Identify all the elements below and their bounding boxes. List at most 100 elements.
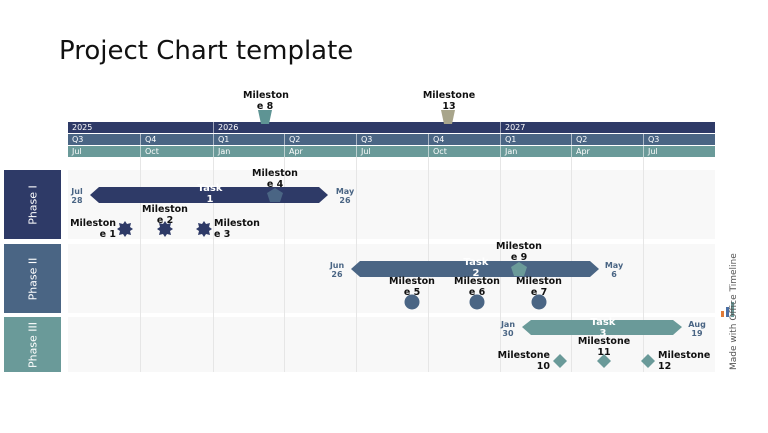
label-line: e 2 xyxy=(156,215,174,226)
gridline xyxy=(571,157,572,372)
label-line: Mileston xyxy=(70,218,116,229)
quarter-label: Q3 xyxy=(72,135,84,144)
date-day: 6 xyxy=(611,270,617,279)
label-line: Mileston xyxy=(496,241,542,252)
task-3-label: Task 3 xyxy=(585,317,621,339)
quarter-label: Q2 xyxy=(284,134,300,145)
gridline xyxy=(500,157,501,372)
date-month: Jun xyxy=(329,261,345,270)
task-2-start-date: Jun 26 xyxy=(327,261,347,279)
date-day: 26 xyxy=(331,270,343,279)
milestone-5-label: Mileston e 5 xyxy=(387,276,437,298)
label-line: 10 xyxy=(536,361,550,372)
label-line: 1 xyxy=(206,194,214,205)
label-line: Milestone xyxy=(422,90,476,101)
label-line: e 8 xyxy=(256,101,274,112)
label-line: 13 xyxy=(442,101,456,112)
label-line: Mileston xyxy=(454,276,500,287)
made-with-watermark: Made with Office Timeline xyxy=(729,253,739,370)
month-label: Apr xyxy=(284,146,303,157)
label-line: Mileston xyxy=(142,204,188,215)
quarter-label: Q3 xyxy=(643,134,659,145)
milestone-7-label: Mileston e 7 xyxy=(514,276,564,298)
month-label: Jul xyxy=(356,146,371,157)
gridline xyxy=(213,157,214,372)
month-label: Jul xyxy=(643,146,658,157)
label-line: Mileston xyxy=(243,90,289,101)
label-line: e 7 xyxy=(530,287,548,298)
milestone-10-label: Milestone 10 xyxy=(492,350,550,372)
gridline xyxy=(284,157,285,372)
milestone-6-label: Mileston e 6 xyxy=(452,276,502,298)
label-line: Mileston xyxy=(214,218,260,229)
label-line: e 3 xyxy=(214,229,231,240)
milestone-9-label: Mileston e 9 xyxy=(494,241,544,263)
month-label: Jan xyxy=(500,146,517,157)
month-label: Jan xyxy=(213,146,230,157)
label-line: e 4 xyxy=(266,179,284,190)
lane-phase-1 xyxy=(68,170,715,239)
page-title: Project Chart template xyxy=(59,36,354,66)
label-line: Task xyxy=(463,257,489,268)
date-month: Aug xyxy=(688,320,706,329)
month-label: Jul xyxy=(72,147,82,156)
label-line: 3 xyxy=(599,328,607,339)
label-line: e 1 xyxy=(99,229,116,240)
milestone-11-label: Milestone 11 xyxy=(574,336,634,358)
timescale-quarters: Q3 Q4 Q1 Q2 Q3 Q4 Q1 Q2 Q3 xyxy=(68,134,715,145)
label-line: Task xyxy=(197,183,223,194)
date-month: May xyxy=(604,261,624,270)
logo-icon xyxy=(721,311,724,317)
label-line: e 5 xyxy=(403,287,421,298)
gridline xyxy=(643,157,644,372)
phase-block-2: Phase II xyxy=(4,244,61,313)
label-line: 12 xyxy=(658,361,672,372)
label-line: Mileston xyxy=(516,276,562,287)
task-3-end-date: Aug 19 xyxy=(686,320,708,338)
label-line: Milestone xyxy=(658,350,711,361)
task-3-start-date: Jan 30 xyxy=(498,320,518,338)
date-month: Jul xyxy=(71,187,83,196)
gridline xyxy=(356,157,357,372)
quarter-label: Q1 xyxy=(500,134,516,145)
month-label: Oct xyxy=(140,146,159,157)
quarter-label: Q2 xyxy=(571,134,587,145)
task-2-label: Task 2 xyxy=(458,257,494,279)
milestone-3-label: Mileston e 3 xyxy=(214,218,264,240)
task-2-end-date: May 6 xyxy=(603,261,625,279)
gridline xyxy=(140,157,141,372)
quarter-label: Q4 xyxy=(140,134,156,145)
date-month: May xyxy=(335,187,355,196)
date-day: 30 xyxy=(502,329,514,338)
phase-label: Phase II xyxy=(26,257,39,300)
milestone-12-label: Milestone 12 xyxy=(658,350,718,372)
gridline xyxy=(428,157,429,372)
date-day: 19 xyxy=(691,329,703,338)
label-line: Mileston xyxy=(389,276,435,287)
year-label: 2026 xyxy=(213,122,238,133)
timescale-years: 2025 2026 2027 xyxy=(68,122,715,133)
label-line: e 9 xyxy=(510,252,528,263)
month-label: Oct xyxy=(428,146,447,157)
timescale-months: Jul Oct Jan Apr Jul Oct Jan Apr Jul xyxy=(68,146,715,157)
phase-label: Phase III xyxy=(26,321,39,368)
label-line: Task xyxy=(590,317,616,328)
date-day: 28 xyxy=(71,196,83,205)
label-line: 11 xyxy=(597,347,611,358)
label-line: e 6 xyxy=(468,287,486,298)
task-1-end-date: May 26 xyxy=(334,187,356,205)
task-1-start-date: Jul 28 xyxy=(68,187,86,205)
label-line: 2 xyxy=(472,268,480,279)
phase-block-3: Phase III xyxy=(4,317,61,372)
date-month: Jan xyxy=(500,320,516,329)
month-label: Apr xyxy=(571,146,590,157)
milestone-1-label: Mileston e 1 xyxy=(66,218,116,240)
quarter-label: Q1 xyxy=(213,134,229,145)
date-day: 26 xyxy=(339,196,351,205)
phase-block-1: Phase I xyxy=(4,170,61,239)
milestone-8-label: Mileston e 8 xyxy=(243,90,289,112)
milestone-13-label: Milestone 13 xyxy=(420,90,478,112)
label-line: Milestone xyxy=(497,350,550,361)
year-label: 2025 xyxy=(72,123,93,132)
milestone-2-label: Mileston e 2 xyxy=(140,204,190,226)
